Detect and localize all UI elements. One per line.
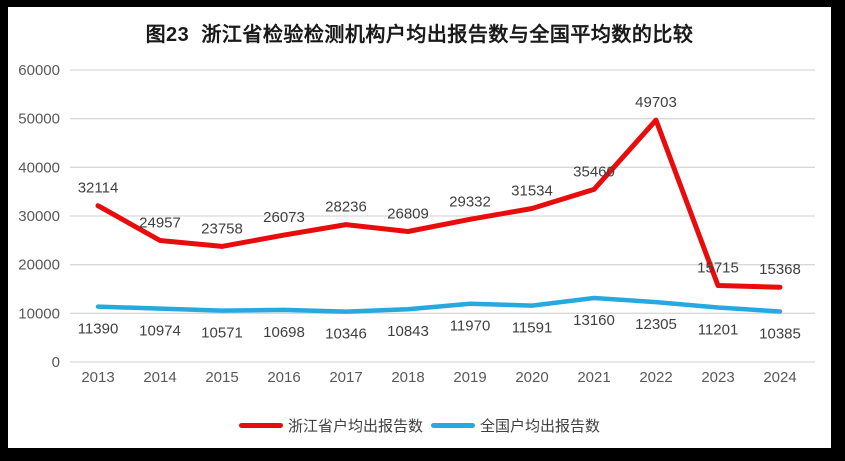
national-series-swatch-icon: [431, 423, 475, 428]
data-label: 31534: [511, 183, 553, 200]
data-label: 24957: [139, 215, 181, 232]
x-axis-tick-label: 2014: [143, 369, 176, 386]
data-label: 10571: [201, 325, 243, 342]
x-axis-tick-label: 2015: [205, 369, 238, 386]
national-series-line: [95, 295, 783, 314]
y-axis-tick-label: 10000: [18, 305, 60, 322]
data-label: 10385: [759, 326, 801, 343]
data-label: 23758: [201, 220, 243, 237]
data-label: 11201: [698, 322, 739, 339]
legend-item-zhejiang: 浙江省户均出报告数: [238, 415, 423, 436]
y-axis-tick-label: 40000: [18, 159, 60, 176]
x-axis-tick-label: 2023: [701, 369, 734, 386]
legend: 浙江省户均出报告数 全国户均出报告数: [8, 415, 831, 436]
data-label: 13160: [573, 312, 615, 329]
line-chart: 0 10000 20000 30000 40000 50000 60000 2013 2014 2…: [18, 62, 815, 386]
x-axis-tick-label: 2021: [577, 369, 610, 386]
data-label: 26809: [387, 206, 429, 223]
x-axis-tick-label: 2013: [81, 369, 114, 386]
zhejiang-series-swatch-icon: [238, 423, 283, 428]
data-label: 11970: [450, 318, 491, 335]
x-axis-tick-label: 2016: [267, 369, 300, 386]
data-label: 10698: [263, 324, 305, 341]
data-label: 12305: [635, 316, 677, 333]
y-axis-tick-label: 0: [52, 354, 60, 371]
data-label: 35460: [573, 163, 615, 180]
x-axis-tick-label: 2018: [391, 369, 424, 386]
data-label: 10346: [325, 326, 367, 343]
data-label: 10843: [387, 323, 429, 340]
x-axis-tick-label: 2019: [453, 369, 486, 386]
legend-label-national: 全国户均出报告数: [480, 418, 601, 435]
chart-title: 图23 浙江省检验检测机构户均出报告数与全国平均数的比较: [145, 24, 694, 46]
data-label: 11591: [512, 320, 553, 337]
zhejiang-series-line: [95, 117, 783, 290]
x-axis-tick-label: 2017: [329, 369, 362, 386]
data-label: 49703: [635, 94, 677, 111]
x-axis-tick-label: 2022: [639, 369, 672, 386]
data-label: 11390: [78, 321, 119, 338]
data-label: 15715: [697, 260, 739, 277]
legend-item-national: 全国户均出报告数: [431, 415, 600, 436]
data-label: 15368: [759, 261, 801, 278]
data-label: 10974: [139, 323, 181, 340]
legend-label-zhejiang: 浙江省户均出报告数: [287, 418, 423, 435]
y-axis-tick-label: 20000: [18, 257, 60, 274]
x-axis-tick-label: 2024: [763, 369, 796, 386]
x-axis-tick-label: 2020: [515, 369, 548, 386]
data-label: 28236: [325, 199, 367, 216]
y-axis-tick-label: 50000: [18, 111, 60, 128]
data-label: 32114: [78, 180, 119, 197]
chart-frame: 图23 浙江省检验检测机构户均出报告数与全国平均数的比较 0 10000 20000…: [8, 7, 831, 448]
y-axis-tick-label: 30000: [18, 208, 60, 225]
data-label: 26073: [263, 209, 305, 226]
data-label: 29332: [449, 193, 491, 210]
y-axis-tick-label: 60000: [18, 62, 60, 79]
